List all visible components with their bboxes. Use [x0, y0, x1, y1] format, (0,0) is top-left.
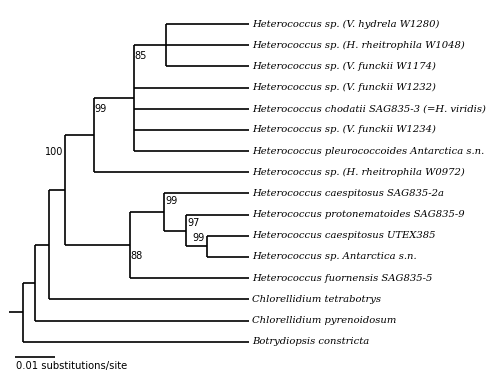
Text: Heterococcus sp. (V. funckii W1232): Heterococcus sp. (V. funckii W1232)	[252, 83, 436, 92]
Text: Heterococcus caespitosus UTEX385: Heterococcus caespitosus UTEX385	[252, 231, 436, 240]
Text: Chlorellidium tetrabotrys: Chlorellidium tetrabotrys	[252, 295, 381, 304]
Text: Botrydiopsis constricta: Botrydiopsis constricta	[252, 337, 370, 346]
Text: Heterococcus sp. (V. funckii W1234): Heterococcus sp. (V. funckii W1234)	[252, 125, 436, 134]
Text: 100: 100	[45, 147, 64, 157]
Text: 85: 85	[134, 51, 147, 61]
Text: Heterococcus fuornensis SAG835-5: Heterococcus fuornensis SAG835-5	[252, 274, 432, 283]
Text: 99: 99	[165, 196, 177, 206]
Text: Heterococcus sp. (V. funckii W1174): Heterococcus sp. (V. funckii W1174)	[252, 62, 436, 71]
Text: Heterococcus sp. (H. rheitrophila W1048): Heterococcus sp. (H. rheitrophila W1048)	[252, 41, 465, 50]
Text: 0.01 substitutions/site: 0.01 substitutions/site	[16, 361, 127, 371]
Text: 99: 99	[94, 104, 106, 114]
Text: Heterococcus sp. Antarctica s.n.: Heterococcus sp. Antarctica s.n.	[252, 252, 416, 261]
Text: Heterococcus pleurococcoides Antarctica s.n.: Heterococcus pleurococcoides Antarctica …	[252, 147, 484, 156]
Text: 99: 99	[192, 233, 204, 243]
Text: Heterococcus caespitosus SAG835-2a: Heterococcus caespitosus SAG835-2a	[252, 189, 444, 198]
Text: Chlorellidium pyrenoidosum: Chlorellidium pyrenoidosum	[252, 316, 396, 325]
Text: Heterococcus chodatii SAG835-3 (=H. viridis): Heterococcus chodatii SAG835-3 (=H. viri…	[252, 104, 486, 113]
Text: Heterococcus protonematoides SAG835-9: Heterococcus protonematoides SAG835-9	[252, 210, 464, 219]
Text: Heterococcus sp. (H. rheitrophila W0972): Heterococcus sp. (H. rheitrophila W0972)	[252, 168, 465, 177]
Text: Heterococcus sp. (V. hydrela W1280): Heterococcus sp. (V. hydrela W1280)	[252, 19, 440, 28]
Text: 97: 97	[187, 218, 200, 229]
Text: 88: 88	[130, 251, 143, 261]
